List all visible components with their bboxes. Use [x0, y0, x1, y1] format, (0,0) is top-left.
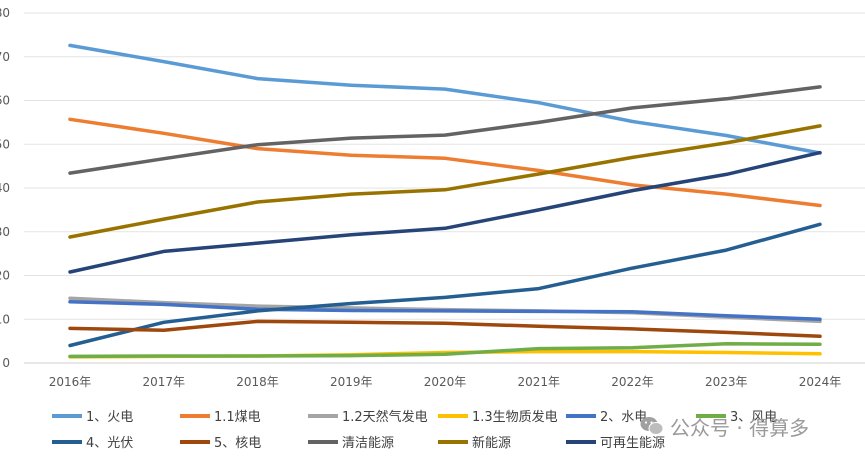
legend-label: 2、水电 [600, 410, 647, 425]
x-tick-label: 2017年 [142, 375, 185, 389]
legend-label: 5、核电 [214, 436, 261, 451]
series-line [68, 319, 822, 339]
legend-label: 1.1煤电 [214, 410, 261, 425]
x-tick-label: 2016年 [49, 375, 92, 389]
wechat-icon [640, 417, 664, 435]
x-tick-label: 2021年 [517, 375, 560, 389]
x-axis-ticks: 2016年 2017年 2018年 2019年 2020年 2021年 2022年 2023年… [49, 375, 842, 389]
legend-label: 清洁能源 [342, 436, 394, 451]
series-line [68, 222, 822, 348]
y-tick-label: 20 [0, 269, 10, 283]
watermark: 公众号 · 得算多 [640, 410, 809, 442]
y-tick-label: 0 [2, 356, 10, 370]
legend-label: 4、光伏 [86, 436, 133, 451]
x-tick-label: 2019年 [330, 375, 373, 389]
x-tick-label: 2020年 [424, 375, 467, 389]
legend-label: 3、风电 [730, 410, 777, 425]
series-line [68, 342, 822, 359]
legend-label: 1.3生物质发电 [472, 409, 558, 425]
y-tick-label: 80 [0, 6, 10, 20]
legend-label: 1.2天然气发电 [342, 409, 428, 425]
x-tick-label: 2024年 [799, 375, 842, 389]
series-line [68, 43, 822, 155]
legend-label: 新能源 [472, 435, 511, 451]
y-tick-label: 10 [0, 312, 10, 326]
legend-label: 可再生能源 [600, 436, 665, 451]
y-tick-label: 70 [0, 50, 10, 64]
legend-label: 1、火电 [86, 410, 133, 425]
series-lines [68, 43, 822, 359]
watermark-text: 公众号 · 得算多 [670, 415, 810, 440]
gridlines [24, 12, 865, 364]
legend: 1、火电 1.1煤电 1.2天然气发电 1.3生物质发电 2、水电 3、风电 4、光伏 5、核… [52, 409, 777, 451]
y-tick-label: 50 [0, 137, 10, 151]
series-line [68, 85, 822, 175]
series-line [68, 150, 822, 274]
series-line [68, 117, 822, 208]
x-tick-label: 2022年 [611, 375, 654, 389]
y-axis-ticks: 0 10 20 30 40 50 60 70 80 [0, 6, 10, 370]
y-tick-label: 40 [0, 181, 10, 195]
x-tick-label: 2023年 [705, 375, 748, 389]
series-line [68, 300, 822, 322]
x-tick-label: 2018年 [236, 375, 279, 389]
y-tick-label: 30 [0, 225, 10, 239]
y-tick-label: 60 [0, 94, 10, 108]
series-line [68, 124, 822, 239]
